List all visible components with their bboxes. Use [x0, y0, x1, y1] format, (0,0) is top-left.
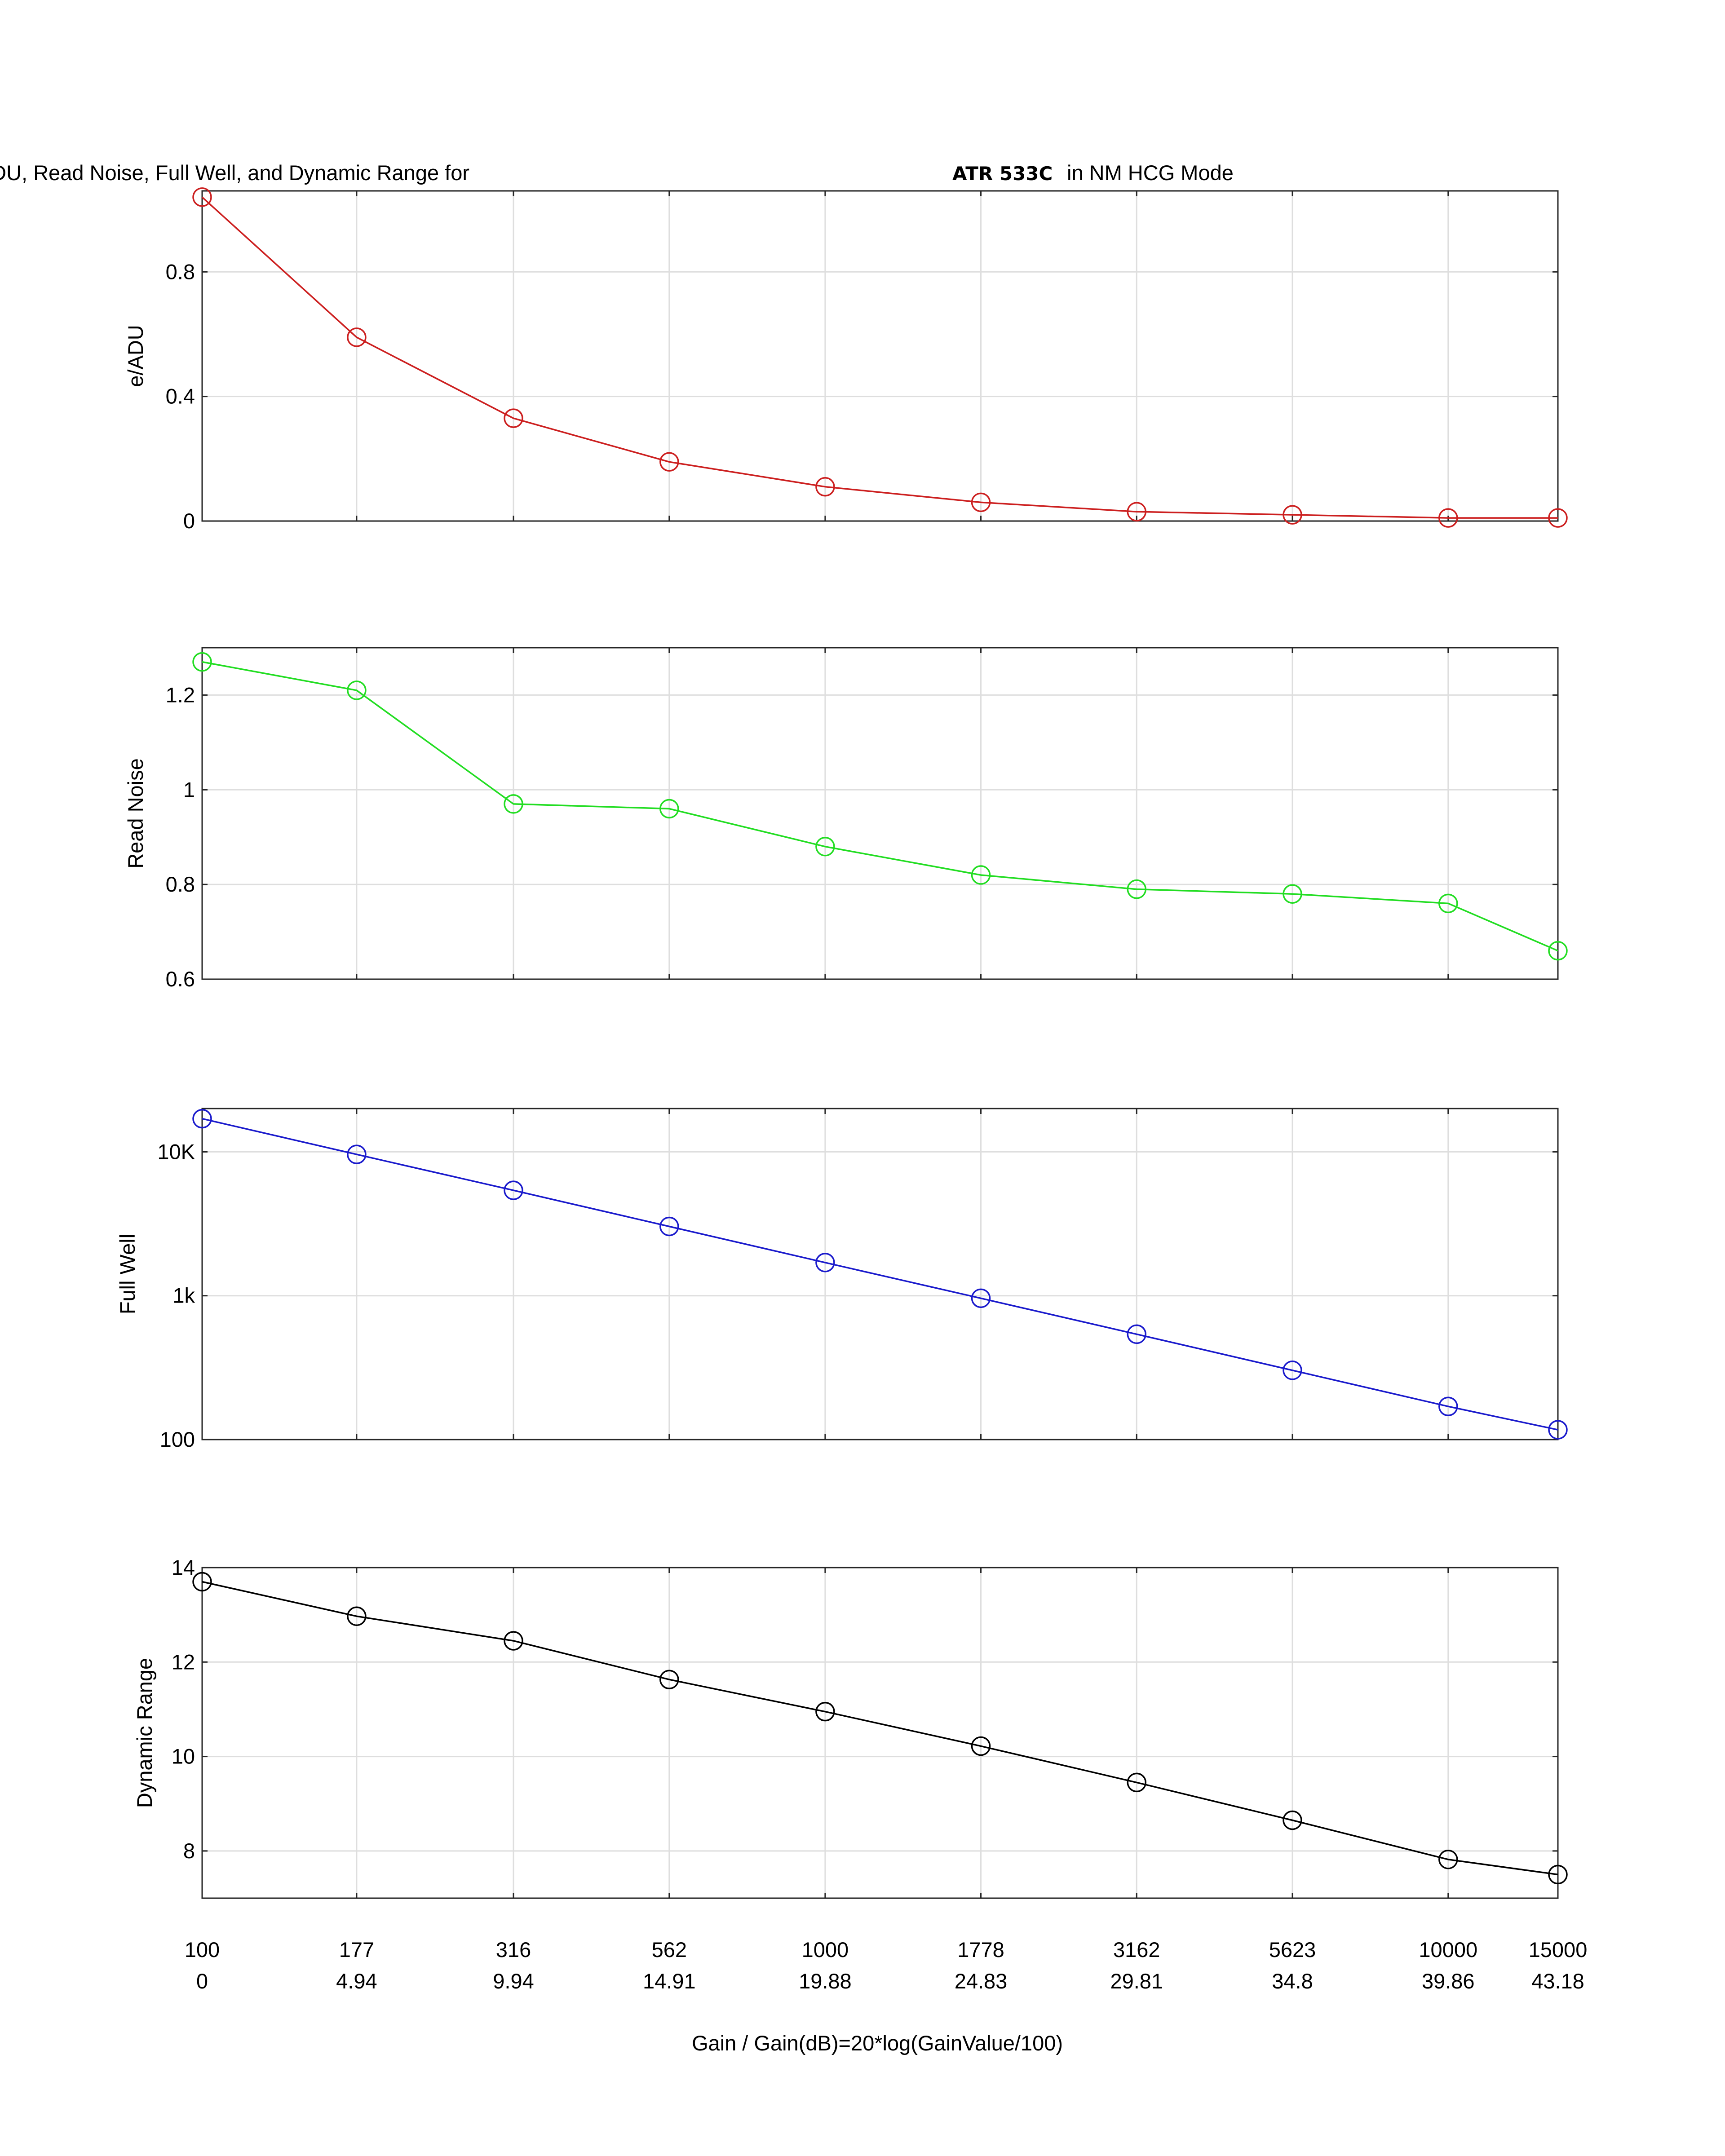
data-point-marker — [1438, 1850, 1458, 1869]
series-line — [201, 196, 1558, 519]
x-tick-label-db: 24.83 — [955, 1969, 1008, 1993]
data-point-marker — [1127, 1772, 1147, 1793]
data-point-marker — [192, 1109, 212, 1129]
data-point-marker — [1548, 941, 1568, 961]
x-tick-label-gain: 100 — [185, 1938, 220, 1962]
data-point-marker — [815, 1701, 835, 1722]
data-point-marker — [347, 327, 367, 347]
data-point-marker — [815, 477, 835, 497]
data-point-marker — [971, 865, 991, 885]
y-tick-label: 10 — [172, 1745, 195, 1768]
data-point-marker — [504, 794, 523, 814]
x-tick-label-gain: 10000 — [1419, 1938, 1477, 1962]
data-point-marker — [192, 652, 212, 672]
data-point-marker — [1283, 1361, 1302, 1380]
plot-frame — [201, 1108, 1559, 1440]
plot-frame — [201, 190, 1559, 522]
title-suffix: in NM HCG Mode — [1067, 161, 1234, 185]
x-tick-label-gain: 3162 — [1113, 1938, 1160, 1962]
subplot-4: 8 10 12 14 Dynamic Range — [133, 1555, 1568, 1899]
data-point-marker — [347, 1606, 367, 1626]
x-tick-label-gain: 15000 — [1529, 1938, 1588, 1962]
data-point-marker — [1438, 893, 1458, 914]
x-tick-label-db: 39.86 — [1422, 1969, 1475, 1993]
data-point-marker — [971, 1736, 991, 1756]
y-tick-label: 0.6 — [166, 967, 195, 991]
x-tick-label-db: 9.94 — [493, 1969, 534, 1993]
data-point-marker — [659, 799, 679, 819]
x-tick-label-db: 4.94 — [336, 1969, 377, 1993]
data-point-marker — [504, 408, 523, 428]
y-tick-label: 100 — [160, 1427, 195, 1451]
x-tick-label-gain: 316 — [496, 1938, 531, 1962]
data-point-marker — [504, 1180, 523, 1200]
x-tick-label-db: 14.91 — [643, 1969, 696, 1993]
x-tick-label-gain: 1778 — [957, 1938, 1004, 1962]
data-point-marker — [1127, 502, 1147, 521]
data-point-marker — [971, 492, 991, 512]
data-point-marker — [504, 1631, 523, 1651]
y-tick-label: 0.8 — [166, 872, 195, 896]
x-tick-labels: 10001774.943169.9456214.91100019.8817782… — [185, 1938, 1588, 1993]
x-tick-label-db: 0 — [196, 1969, 208, 1993]
data-point-marker — [1548, 1420, 1568, 1440]
data-point-marker — [815, 1253, 835, 1272]
plot-frame — [201, 1567, 1559, 1899]
y-tick-label: 0.4 — [166, 384, 195, 408]
data-point-marker — [1283, 505, 1302, 525]
x-tick-label-db: 34.8 — [1272, 1969, 1313, 1993]
y-tick-label: 10K — [157, 1140, 195, 1163]
y-axis-label: Dynamic Range — [133, 1658, 156, 1808]
title-model: ATR 533C — [952, 163, 1053, 185]
data-point-marker — [815, 837, 835, 857]
data-point-marker — [192, 187, 212, 207]
y-tick-label: 1 — [183, 778, 195, 801]
data-point-marker — [347, 680, 367, 700]
y-tick-label: 0.8 — [166, 260, 195, 283]
data-point-marker — [1438, 1396, 1458, 1416]
y-tick-label: 14 — [172, 1555, 195, 1579]
data-point-marker — [659, 1216, 679, 1237]
x-tick-label-db: 43.18 — [1531, 1969, 1584, 1993]
y-tick-label: 0 — [183, 509, 195, 533]
title-prefix: e/ADU, Read Noise, Full Well, and Dynami… — [0, 161, 469, 185]
data-point-marker — [971, 1288, 991, 1308]
x-tick-label-gain: 562 — [652, 1938, 687, 1962]
x-tick-label-gain: 5623 — [1269, 1938, 1316, 1962]
data-point-marker — [1127, 1324, 1147, 1344]
y-tick-label: 8 — [183, 1839, 195, 1863]
y-axis-label: e/ADU — [124, 325, 147, 387]
data-point-marker — [1438, 508, 1458, 528]
series-line — [202, 1118, 1558, 1431]
data-point-marker — [1283, 1810, 1302, 1830]
series-line — [202, 661, 1558, 952]
subplot-3: 100 1k 10K Full Well — [115, 1108, 1568, 1451]
x-tick-label-gain: 1000 — [802, 1938, 849, 1962]
x-tick-label-db: 19.88 — [799, 1969, 852, 1993]
data-point-marker — [659, 1670, 679, 1689]
x-tick-label-db: 29.81 — [1110, 1969, 1163, 1993]
subplot-1: 0 0.4 0.8 e/ADU — [124, 187, 1568, 533]
data-point-marker — [659, 452, 679, 472]
data-point-marker — [1283, 884, 1302, 904]
y-axis-label: Read Noise — [124, 758, 147, 869]
data-point-marker — [1548, 1864, 1568, 1885]
y-tick-label: 1.2 — [166, 683, 195, 707]
y-axis-label: Full Well — [115, 1234, 139, 1314]
y-tick-label: 1k — [172, 1284, 195, 1308]
x-axis-label: Gain / Gain(dB)=20*log(GainValue/100) — [692, 2031, 1063, 2055]
x-tick-label-gain: 177 — [339, 1938, 374, 1962]
data-point-marker — [1548, 508, 1568, 528]
y-tick-label: 12 — [172, 1650, 195, 1674]
series-line — [202, 1581, 1558, 1876]
plot-frame — [201, 647, 1559, 980]
data-point-marker — [347, 1144, 367, 1164]
data-point-marker — [1127, 879, 1147, 899]
data-point-marker — [192, 1572, 212, 1592]
subplot-2: 0.6 0.8 1 1.2 Read Noise — [124, 647, 1568, 991]
